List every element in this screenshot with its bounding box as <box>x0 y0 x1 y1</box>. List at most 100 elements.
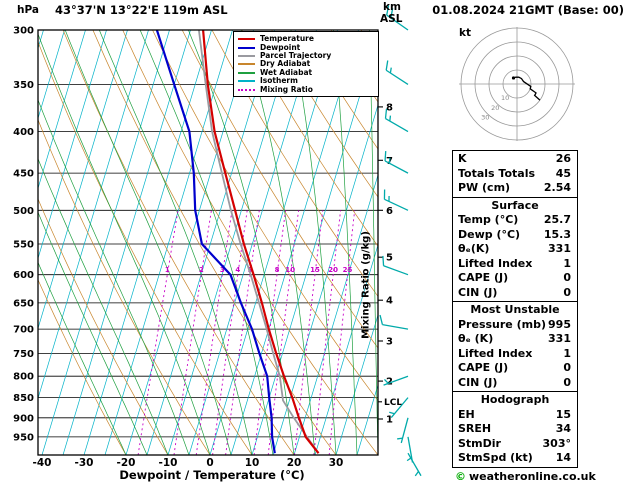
svg-text:30: 30 <box>481 114 489 122</box>
stat-label: Lifted Index <box>458 256 533 270</box>
stat-row: CIN (J) 0 <box>453 376 577 391</box>
svg-text:2: 2 <box>386 377 393 388</box>
stat-value: 303° <box>542 436 571 450</box>
temperature-axis-label: Dewpoint / Temperature (°C) <box>119 468 305 482</box>
svg-text:2: 2 <box>199 266 204 274</box>
stat-label: Temp (°C) <box>458 213 519 226</box>
svg-text:600: 600 <box>13 270 34 281</box>
svg-text:300: 300 <box>13 26 34 37</box>
stat-label: CAPE (J) <box>458 271 509 284</box>
svg-text:30: 30 <box>329 457 344 469</box>
svg-text:1: 1 <box>165 266 170 274</box>
svg-text:20: 20 <box>491 104 499 112</box>
surface-title: Surface <box>491 198 539 212</box>
stat-label: θₑ (K) <box>458 332 494 345</box>
stat-label: K <box>458 152 467 165</box>
surface-box: Surface Temp (°C) 25.7 Dewp (°C) 15.3 θₑ(K… <box>452 196 578 302</box>
stat-label: Totals Totals <box>458 166 536 180</box>
pressure-axis-unit: hPa <box>17 4 39 16</box>
svg-text:20: 20 <box>287 457 302 469</box>
legend-item: Parcel Trajectory <box>238 51 374 60</box>
svg-text:900: 900 <box>13 413 34 424</box>
stat-label: CIN (J) <box>458 285 498 299</box>
stat-value: 15.3 <box>543 227 571 241</box>
station-title: 43°37'N 13°22'E 119m ASL <box>55 3 228 17</box>
stat-value: 25.7 <box>543 213 571 226</box>
stat-value: 1 <box>563 256 571 270</box>
svg-text:500: 500 <box>13 206 34 217</box>
svg-text:450: 450 <box>13 169 34 180</box>
svg-text:400: 400 <box>13 127 34 138</box>
svg-text:750: 750 <box>13 349 34 360</box>
stat-value: 1 <box>563 346 571 360</box>
svg-text:700: 700 <box>13 325 34 336</box>
legend-label: Mixing Ratio <box>260 84 313 94</box>
stat-row: StmDir 303° <box>453 437 577 452</box>
svg-text:5: 5 <box>386 253 393 264</box>
legend-label: Isotherm <box>260 76 298 86</box>
sounding-curves <box>155 30 320 454</box>
stat-label: StmDir <box>458 436 501 450</box>
temperature-line-swatch <box>238 38 255 41</box>
stat-label: Lifted Index <box>458 346 533 360</box>
wet-adiabat-line-swatch <box>238 71 255 74</box>
stat-row: SREH 34 <box>453 422 577 437</box>
most-unstable-title: Most Unstable <box>470 303 560 316</box>
stat-value: 331 <box>548 242 571 255</box>
legend-item: Isotherm <box>238 77 374 85</box>
pressure-tick-labels: 300 350 400 450 500 550 600 650 700 750 800 850 900 9… <box>13 26 34 444</box>
stat-value: 26 <box>555 152 571 165</box>
parcel-line-swatch <box>238 54 255 57</box>
svg-text:15: 15 <box>310 266 320 274</box>
svg-text:8: 8 <box>275 266 280 274</box>
km-axis-unit: km <box>383 1 401 13</box>
copyright-symbol: © <box>455 470 466 483</box>
svg-text:850: 850 <box>13 393 34 404</box>
stat-row: PW (cm) 2.54 <box>453 181 577 196</box>
wind-barb-column <box>379 5 422 477</box>
stat-value: 995 <box>548 317 571 331</box>
dry-adiabat-lines <box>38 30 378 455</box>
stat-label: Dewp (°C) <box>458 227 521 241</box>
stat-label: θₑ(K) <box>458 242 490 255</box>
svg-text:6: 6 <box>386 206 393 217</box>
stat-value: 0 <box>563 375 571 389</box>
legend-item: Wet Adiabat <box>238 67 374 77</box>
mixing-ratio-axis-label: Mixing Ratio (g/kg) <box>360 231 372 339</box>
stat-label: EH <box>458 407 475 421</box>
hodograph-title: Hodograph <box>480 393 550 406</box>
svg-text:4: 4 <box>386 296 393 307</box>
stat-row: CAPE (J) 0 <box>453 271 577 286</box>
svg-text:550: 550 <box>13 239 34 250</box>
mixing-ratio-lines <box>137 210 356 455</box>
copyright-line: © weatheronline.co.uk <box>455 470 596 483</box>
svg-text:LCL: LCL <box>384 398 402 408</box>
stat-row: EH 15 <box>453 408 577 423</box>
svg-text:4: 4 <box>235 266 240 274</box>
stat-row: StmSpd (kt) 14 <box>453 451 577 466</box>
stat-row: θₑ(K) 331 <box>453 242 577 257</box>
stat-label: SREH <box>458 422 492 435</box>
svg-text:8: 8 <box>386 102 393 113</box>
svg-text:20: 20 <box>328 266 338 274</box>
dry-adiabat-line-swatch <box>238 63 255 66</box>
svg-text:-40: -40 <box>33 457 52 469</box>
stat-value: 0 <box>563 361 571 374</box>
stat-row: Totals Totals 45 <box>453 167 577 182</box>
svg-text:-30: -30 <box>75 457 94 469</box>
wet-adiabat-lines <box>38 30 378 455</box>
legend-label: Wet Adiabat <box>260 67 313 77</box>
stat-row: Temp (°C) 25.7 <box>453 213 577 228</box>
svg-text:-10: -10 <box>159 457 178 469</box>
legend-item: Temperature <box>238 35 374 43</box>
hodograph-box: Hodograph EH 15 SREH 34 StmDir 303° StmSpd … <box>452 391 578 468</box>
legend-item: Dewpoint <box>238 43 374 51</box>
stat-value: 2.54 <box>543 181 571 194</box>
indices-panel: K 26 Totals Totals 45 PW (cm) 2.54 Surface … <box>452 150 578 468</box>
legend-label: Dry Adiabat <box>260 59 311 69</box>
svg-text:5: 5 <box>248 266 253 274</box>
most-unstable-box: Most Unstable Pressure (mb) 995 θₑ (K) 331… <box>452 301 578 392</box>
stat-value: 15 <box>555 407 571 421</box>
